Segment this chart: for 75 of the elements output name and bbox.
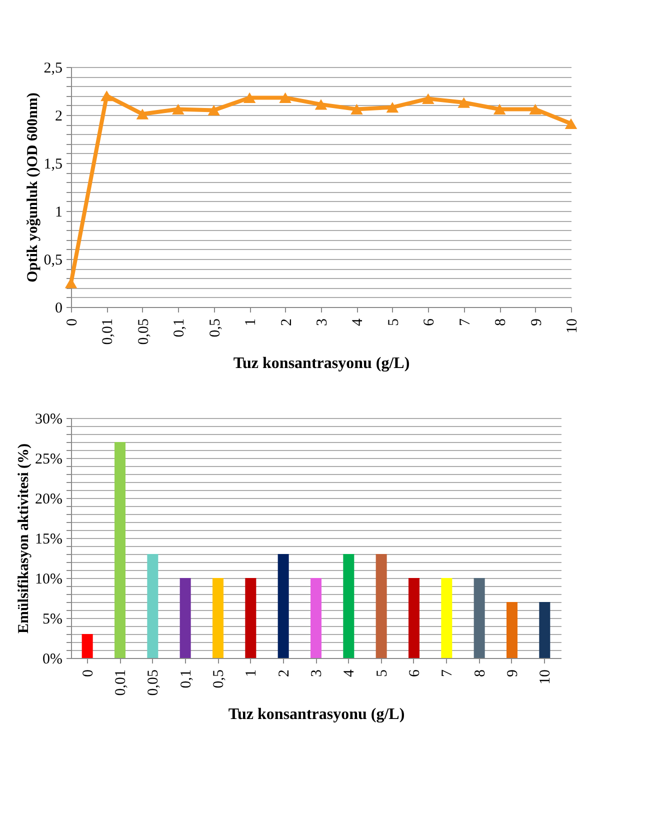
x-tick-label: 4 bbox=[350, 318, 366, 326]
x-tick-label: 1 bbox=[243, 318, 260, 326]
point bbox=[100, 90, 113, 102]
x-tick-label: 0,05 bbox=[136, 318, 152, 345]
point bbox=[529, 104, 542, 115]
bar bbox=[114, 442, 126, 658]
x-tick-label: 0,01 bbox=[113, 670, 129, 696]
y-tick-label: 1,5 bbox=[44, 156, 62, 172]
y-tick-label: 5% bbox=[42, 612, 62, 628]
x-tick-label: 8 bbox=[472, 670, 488, 677]
y-tick-label: 0% bbox=[42, 652, 62, 668]
point bbox=[279, 92, 292, 104]
bar bbox=[147, 554, 158, 658]
x-tick-label: 9 bbox=[505, 670, 521, 677]
x-tick-label: 5 bbox=[374, 670, 390, 677]
x-tick-label: 0,05 bbox=[146, 670, 162, 696]
bar bbox=[506, 602, 518, 658]
x-tick-label: 0,5 bbox=[207, 318, 224, 338]
x-tick-label: 0,1 bbox=[172, 318, 188, 338]
bar bbox=[180, 578, 191, 658]
x-tick-label: 7 bbox=[457, 318, 474, 326]
bar bbox=[539, 602, 550, 658]
bar bbox=[310, 578, 322, 658]
x-axis-title: Tuz konsantrasyonu (g/L) bbox=[228, 706, 405, 723]
bar bbox=[82, 634, 93, 658]
y-tick-label: 25% bbox=[35, 452, 62, 468]
bar bbox=[245, 578, 256, 658]
point bbox=[172, 104, 184, 115]
y-tick-label: 0,5 bbox=[44, 252, 62, 268]
x-tick-label: 0 bbox=[80, 670, 96, 677]
point bbox=[243, 92, 256, 104]
x-tick-label: 3 bbox=[314, 318, 330, 326]
y-tick-label: 20% bbox=[35, 492, 62, 508]
point bbox=[493, 104, 506, 115]
x-tick-label: 2 bbox=[278, 318, 295, 326]
x-tick-label: 10 bbox=[538, 670, 554, 684]
bar bbox=[408, 578, 420, 658]
x-tick-label: 1 bbox=[244, 670, 260, 677]
point bbox=[422, 93, 434, 104]
bar bbox=[376, 554, 387, 658]
x-tick-label: 4 bbox=[342, 669, 358, 677]
x-tick-label: 3 bbox=[309, 670, 325, 677]
x-tick-label: 10 bbox=[564, 318, 580, 334]
y-axis-title: Emülsifikasyon aktivitesi (%) bbox=[16, 443, 32, 634]
y-tick-label: 10% bbox=[35, 572, 62, 588]
x-tick-label: 6 bbox=[422, 318, 438, 326]
point bbox=[564, 118, 578, 129]
point bbox=[314, 99, 328, 110]
x-tick-label: 9 bbox=[528, 318, 545, 326]
bar bbox=[212, 578, 224, 658]
bar bbox=[441, 578, 452, 658]
point bbox=[386, 102, 399, 113]
x-tick-label: 0 bbox=[64, 318, 80, 326]
y-tick-label: 15% bbox=[35, 532, 62, 548]
x-tick-label: 2 bbox=[276, 670, 292, 677]
bar bbox=[278, 554, 289, 658]
x-tick-label: 0,01 bbox=[100, 318, 116, 345]
point bbox=[458, 97, 470, 108]
x-tick-label: 6 bbox=[407, 669, 423, 677]
x-tick-label: 0,1 bbox=[178, 670, 194, 688]
x-tick-label: 0,5 bbox=[211, 670, 227, 688]
point bbox=[350, 104, 363, 115]
x-axis-title: Tuz konsantrasyonu (g/L) bbox=[233, 354, 410, 372]
y-tick-label: 1 bbox=[55, 204, 62, 220]
bar bbox=[343, 554, 354, 658]
x-tick-label: 8 bbox=[493, 318, 510, 326]
x-tick-label: 7 bbox=[440, 669, 456, 677]
bar bbox=[474, 578, 485, 658]
point bbox=[208, 104, 220, 116]
point bbox=[136, 108, 149, 120]
y-tick-label: 2 bbox=[55, 108, 62, 124]
x-tick-label: 5 bbox=[386, 318, 402, 326]
y-tick-label: 30% bbox=[35, 412, 62, 428]
y-axis-title: Optik yoğunluk ()OD 600nm) bbox=[24, 92, 41, 282]
y-tick-label: 2,5 bbox=[44, 60, 62, 76]
